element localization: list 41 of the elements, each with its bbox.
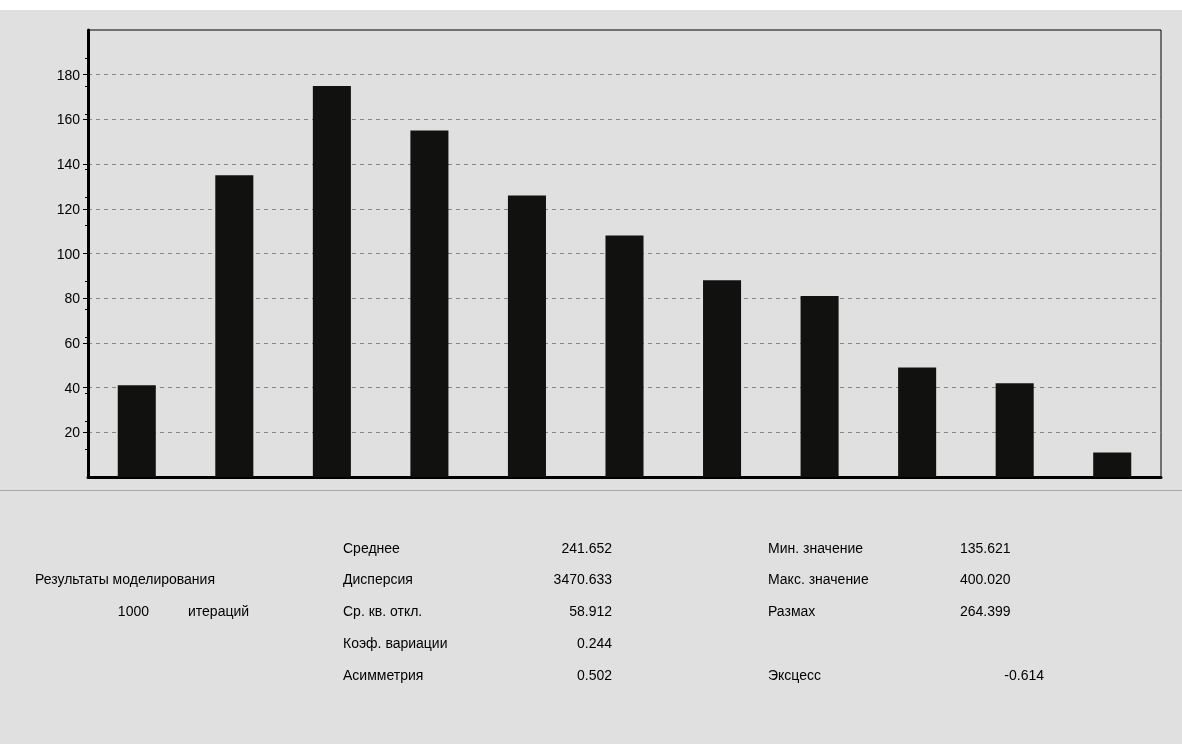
y-tick-label: 120 [56,200,81,217]
text: Асимметрия [343,666,424,684]
y-tick-label: 160 [56,111,81,128]
text: 241.652 [561,539,612,557]
bar [898,367,937,477]
y-tick-label: 20 [64,424,81,441]
bar [312,85,351,477]
bar [703,280,742,477]
text: 135.621 [960,539,1011,557]
text: Размах [768,602,816,620]
bar [215,175,254,477]
text: итераций [188,602,250,620]
bar [507,195,546,477]
bar [1093,452,1132,477]
text: 400.020 [960,570,1011,588]
bar [800,295,839,477]
text: Дисперсия [343,570,413,588]
text: Результаты моделирования [35,570,215,588]
text: Среднее [343,539,400,557]
bar [117,385,156,477]
text: -0.614 [1004,666,1044,684]
bar [410,130,449,477]
y-tick-label: 180 [56,66,81,83]
text: Эксцесс [768,666,821,684]
text: 58.912 [569,602,612,620]
y-tick-label: 80 [64,290,81,307]
bar [995,383,1034,477]
text: 1000 [117,602,149,620]
y-tick-label: 140 [56,156,81,173]
y-tick-label: 40 [64,379,81,396]
text: Ср. кв. откл. [343,602,423,620]
text: 264.399 [960,602,1011,620]
text: Мин. значение [768,539,864,557]
text: 3470.633 [553,570,612,588]
bar [605,235,644,477]
text: 0.502 [576,666,612,684]
y-tick-label: 100 [56,245,81,262]
text: 0.244 [576,634,612,652]
y-tick-label: 60 [64,334,81,351]
text: Макс. значение [768,570,869,588]
text: Коэф. вариации [343,634,448,652]
